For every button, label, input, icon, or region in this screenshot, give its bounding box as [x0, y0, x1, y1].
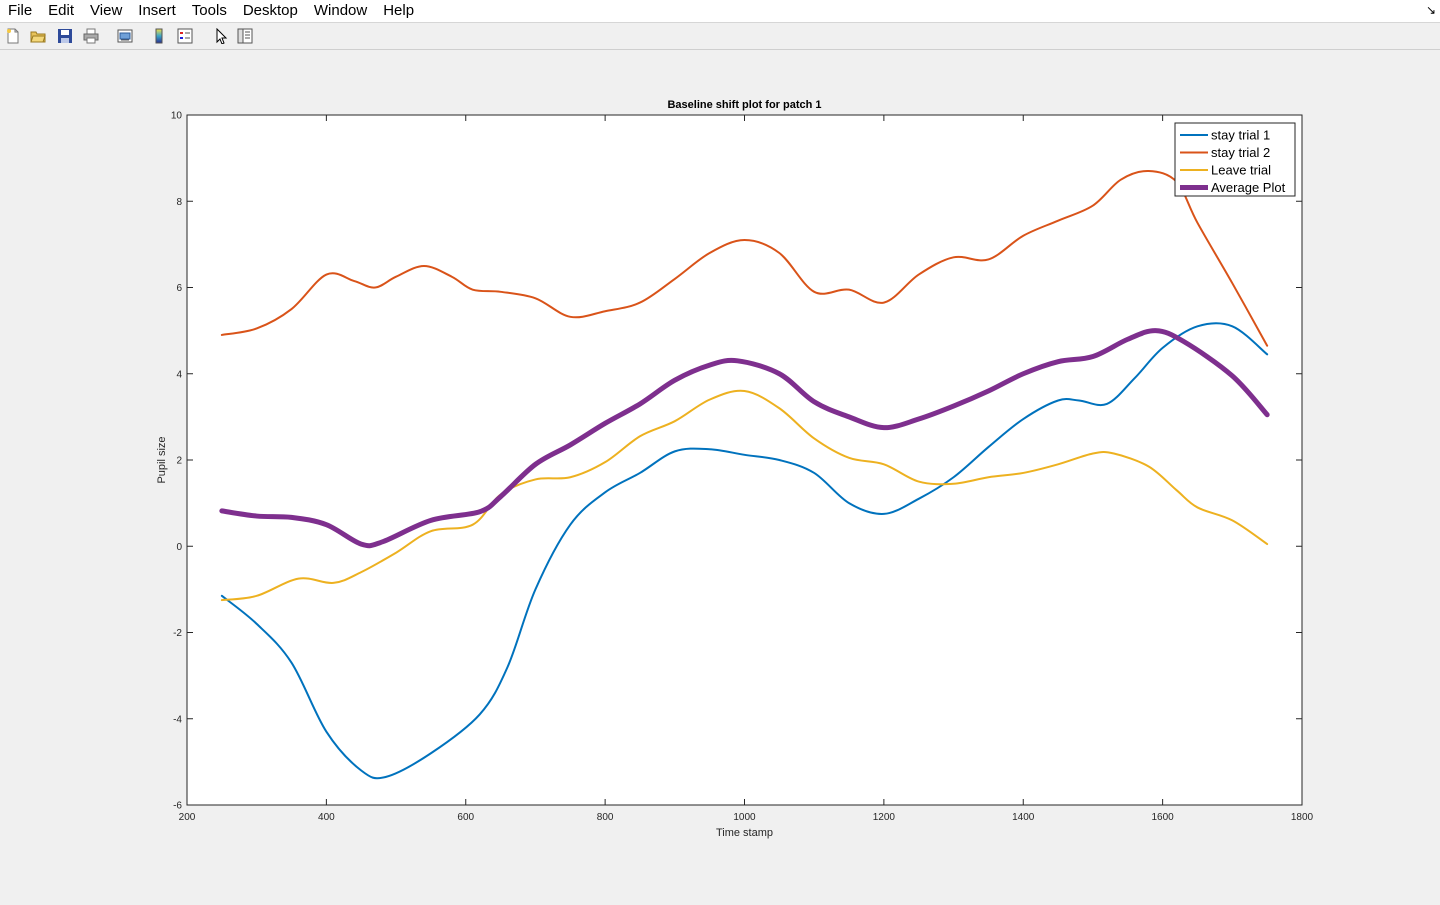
- menu-bar: File Edit View Insert Tools Desktop Wind…: [0, 0, 1440, 23]
- x-tick-label: 1800: [1291, 812, 1314, 823]
- series-lines: [219, 170, 1270, 780]
- link-plot-icon[interactable]: [116, 27, 134, 45]
- x-axis-label: Time stamp: [716, 827, 773, 839]
- insert-legend-icon[interactable]: [176, 27, 194, 45]
- y-tick-label: 0: [176, 542, 182, 553]
- axis-ticks: 200 400 600 800 1000 1200 1400 1600 1800 -6 -4 -2 0 2…: [171, 111, 1314, 824]
- y-tick-label: 6: [176, 283, 182, 294]
- legend-label-stay-trial-2: stay trial 2: [1211, 145, 1270, 160]
- series-line-average-plot: [219, 328, 1270, 549]
- y-tick-label: -6: [173, 801, 182, 812]
- menu-view[interactable]: View: [90, 2, 123, 19]
- insert-colorbar-icon[interactable]: [150, 27, 168, 45]
- y-tick-label: 8: [176, 197, 182, 208]
- line-chart[interactable]: Baseline shift plot for patch 1 Time sta…: [0, 50, 1440, 900]
- x-tick-label: 1600: [1152, 812, 1175, 823]
- toolbar: [0, 23, 1440, 50]
- series-line-stay-trial-2: [220, 170, 1269, 347]
- y-tick-label: -4: [173, 714, 182, 725]
- menu-desktop[interactable]: Desktop: [242, 2, 298, 19]
- print-icon[interactable]: [82, 27, 100, 45]
- menu-window[interactable]: Window: [313, 2, 368, 19]
- x-tick-label: 200: [179, 812, 196, 823]
- menu-file[interactable]: File: [8, 2, 33, 19]
- legend[interactable]: stay trial 1 stay trial 2 Leave trial Avera…: [1174, 122, 1296, 197]
- new-figure-icon[interactable]: [4, 27, 22, 45]
- x-tick-label: 400: [318, 812, 335, 823]
- y-tick-label: 10: [171, 111, 183, 122]
- y-tick-label: 2: [176, 456, 182, 467]
- x-tick-label: 1400: [1012, 812, 1035, 823]
- legend-label-stay-trial-1: stay trial 1: [1211, 128, 1270, 143]
- y-tick-label: -2: [173, 628, 182, 639]
- y-tick-label: 4: [176, 369, 182, 380]
- figure-area: Baseline shift plot for patch 1 Time sta…: [0, 50, 1440, 900]
- series-line-leave-trial: [220, 389, 1269, 602]
- open-file-icon[interactable]: [29, 27, 47, 45]
- dock-arrow-icon[interactable]: ↘: [1425, 3, 1436, 17]
- menu-edit[interactable]: Edit: [48, 2, 75, 19]
- x-tick-label: 1000: [733, 812, 756, 823]
- legend-label-leave-trial: Leave trial: [1211, 163, 1271, 178]
- edit-plot-icon[interactable]: [212, 27, 230, 45]
- x-tick-label: 600: [457, 812, 474, 823]
- legend-label-average-plot: Average Plot: [1211, 180, 1286, 195]
- menu-tools[interactable]: Tools: [191, 2, 227, 19]
- x-tick-label: 800: [597, 812, 614, 823]
- menu-insert[interactable]: Insert: [138, 2, 176, 19]
- menu-help[interactable]: Help: [383, 2, 415, 19]
- series-line-stay-trial-1: [220, 322, 1269, 780]
- x-tick-label: 1200: [873, 812, 896, 823]
- chart-title: Baseline shift plot for patch 1: [667, 99, 821, 111]
- property-inspector-icon[interactable]: [236, 27, 254, 45]
- save-icon[interactable]: [56, 27, 74, 45]
- y-axis-label: Pupil size: [156, 436, 168, 483]
